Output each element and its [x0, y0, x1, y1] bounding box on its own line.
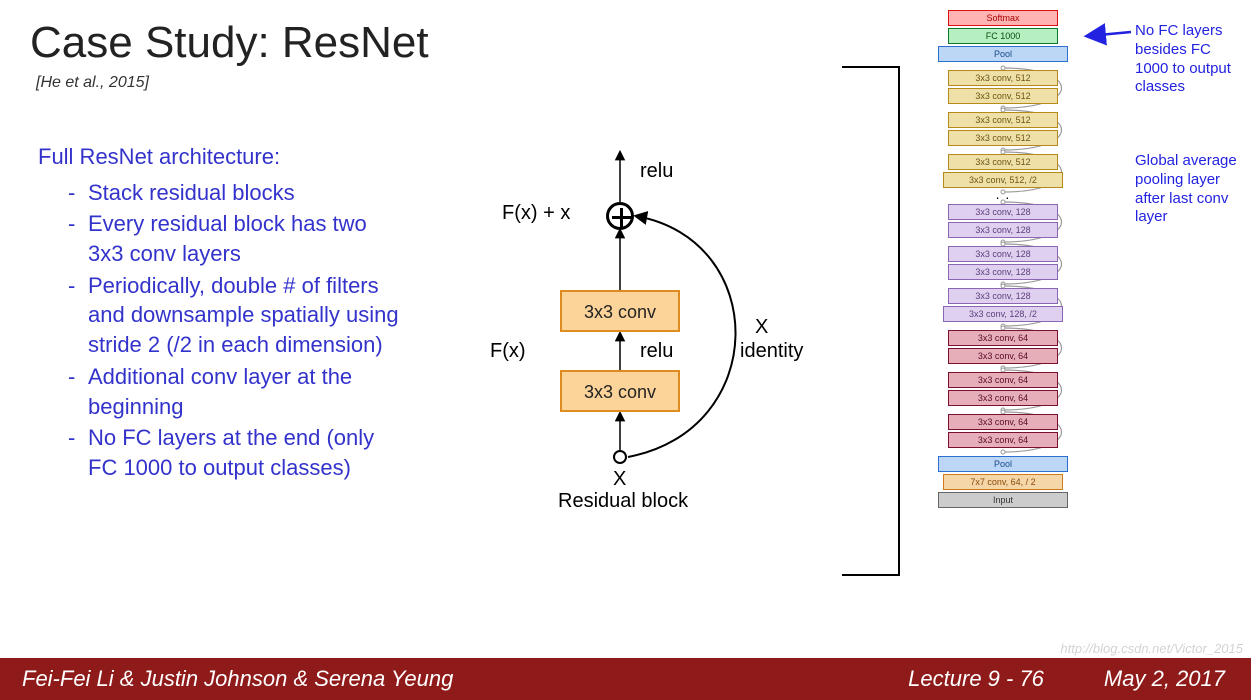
stack-layer: 3x3 conv, 128, /2: [943, 306, 1063, 322]
conv-box-top: 3x3 conv: [560, 290, 680, 332]
input-x-label: X: [613, 468, 626, 491]
stack-layer: Pool: [938, 456, 1068, 472]
slide: Case Study: ResNet [He et al., 2015] Ful…: [0, 0, 1251, 700]
stack-ellipsis: . .: [918, 190, 1088, 204]
architecture-stack: Softmax FC 1000 Pool 3x3 conv, 512 3x3 conv,…: [918, 10, 1088, 510]
stack-layer: Input: [938, 492, 1068, 508]
identity-label: identity: [740, 340, 803, 363]
footer-authors: Fei-Fei Li & Justin Johnson & Serena Yeu…: [22, 666, 453, 692]
bullet-list: Full ResNet architecture: Stack residual…: [38, 142, 408, 485]
bullet-item: Additional conv layer at the beginning: [68, 362, 408, 421]
annotation-text: No FC layers besides FC 1000 to output c…: [1135, 22, 1245, 97]
bullet-item: Stack residual blocks: [68, 178, 408, 208]
input-node-icon: [613, 450, 627, 464]
stack-layer: Pool: [938, 46, 1068, 62]
slide-title: Case Study: ResNet: [30, 18, 429, 68]
annotation-text: Global average pooling layer after last …: [1135, 152, 1245, 227]
bullet-head: Full ResNet architecture:: [38, 142, 408, 172]
stack-layer: 3x3 conv, 128: [948, 204, 1058, 220]
bullet-items: Stack residual blocksEvery residual bloc…: [38, 178, 408, 483]
stack-layer: 3x3 conv, 512: [948, 130, 1058, 146]
bullet-item: Every residual block has two 3x3 conv la…: [68, 209, 408, 268]
footer-date: May 2, 2017: [1104, 666, 1225, 692]
fx-plus-x-label: F(x) + x: [502, 202, 570, 225]
identity-x-label: X: [755, 316, 768, 339]
stack-layer: 3x3 conv, 512, /2: [943, 172, 1063, 188]
bracket: [842, 66, 900, 576]
stack-layer: 3x3 conv, 64: [948, 330, 1058, 346]
footer-lecture: Lecture 9 - 76: [908, 666, 1044, 692]
stack-layer: 3x3 conv, 64: [948, 414, 1058, 430]
stack-layer: 7x7 conv, 64, / 2: [943, 474, 1063, 490]
stack-layer: Softmax: [948, 10, 1058, 26]
stack-layer: 3x3 conv, 512: [948, 154, 1058, 170]
stack-layer: 3x3 conv, 128: [948, 222, 1058, 238]
stack-layer: 3x3 conv, 64: [948, 348, 1058, 364]
relu-mid-label: relu: [640, 340, 673, 363]
stack-layer: 3x3 conv, 128: [948, 246, 1058, 262]
residual-block-diagram: 3x3 conv 3x3 conv relu F(x) + x relu F(x…: [450, 130, 810, 550]
stack-layer: 3x3 conv, 64: [948, 432, 1058, 448]
citation: [He et al., 2015]: [36, 74, 149, 92]
stack-layer: 3x3 conv, 512: [948, 112, 1058, 128]
stack-layer: 3x3 conv, 64: [948, 390, 1058, 406]
bullet-item: Periodically, double # of filters and do…: [68, 271, 408, 360]
stack-layer: 3x3 conv, 512: [948, 88, 1058, 104]
stack-layer: 3x3 conv, 128: [948, 288, 1058, 304]
resblock-caption: Residual block: [558, 490, 688, 513]
watermark: http://blog.csdn.net/Victor_2015: [1060, 641, 1243, 656]
conv-box-bottom: 3x3 conv: [560, 370, 680, 412]
relu-top-label: relu: [640, 160, 673, 183]
footer-bar: Fei-Fei Li & Justin Johnson & Serena Yeu…: [0, 658, 1251, 700]
fx-label: F(x): [490, 340, 526, 363]
stack-layer: 3x3 conv, 64: [948, 372, 1058, 388]
stack-layer: 3x3 conv, 512: [948, 70, 1058, 86]
bullet-item: No FC layers at the end (only FC 1000 to…: [68, 423, 408, 482]
stack-layer: FC 1000: [948, 28, 1058, 44]
stack-layer: 3x3 conv, 128: [948, 264, 1058, 280]
sum-node-icon: [606, 202, 634, 230]
